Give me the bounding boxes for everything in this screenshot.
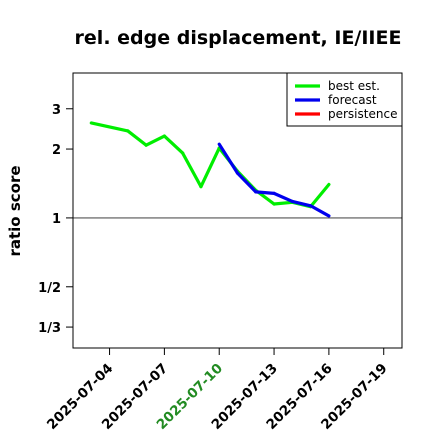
series-segment xyxy=(126,129,148,147)
series-segment xyxy=(162,134,185,155)
y-tick-label: 1/2 xyxy=(38,281,61,296)
series-segment xyxy=(290,199,313,208)
y-tick-label: 1/3 xyxy=(38,321,61,336)
series-segment xyxy=(89,121,130,133)
y-axis-label: ratio score xyxy=(6,165,24,256)
legend-label: forecast xyxy=(328,93,377,107)
chart-title: rel. edge displacement, IE/IIEE xyxy=(75,27,402,49)
y-tick-label: 2 xyxy=(52,143,61,158)
series-forecast xyxy=(217,142,331,218)
series-segment xyxy=(309,182,331,209)
series-segment xyxy=(272,191,294,204)
series-segment xyxy=(144,134,166,147)
series-segment xyxy=(217,142,240,175)
series-best-est- xyxy=(89,121,331,209)
series-segment xyxy=(254,190,276,195)
y-tick-label: 1 xyxy=(52,212,61,227)
series-segment xyxy=(199,146,221,189)
plot-frame xyxy=(72,72,403,349)
series-segment xyxy=(235,171,258,194)
y-tick-label: 3 xyxy=(52,103,61,118)
legend-label: best est. xyxy=(328,79,380,93)
series-segment xyxy=(309,204,331,218)
series-segment xyxy=(272,200,294,206)
legend-label: persistence xyxy=(328,107,397,121)
series-segment xyxy=(181,151,203,189)
